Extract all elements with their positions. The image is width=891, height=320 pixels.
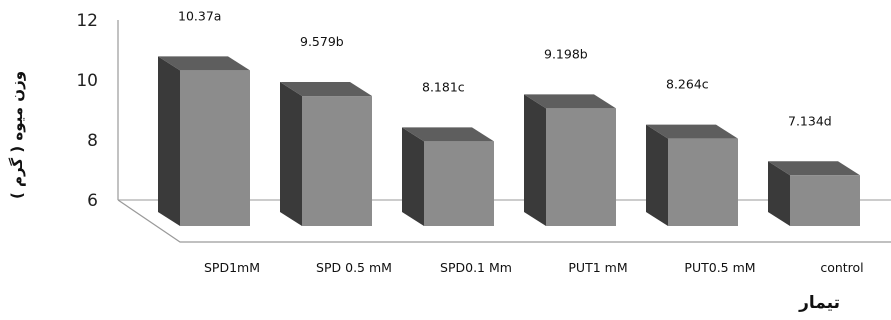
category-label: control	[820, 260, 863, 275]
bar-top	[280, 82, 372, 97]
data-label: 10.37a	[178, 8, 221, 23]
y-tick-label: 10	[76, 71, 98, 91]
bar-side	[646, 124, 668, 226]
category-labels: SPD1mM SPD 0.5 mM SPD0.1 Mm PUT1 mM PUT0.5 m…	[204, 260, 864, 275]
bar-top	[402, 127, 494, 142]
floor-edge-line	[117, 199, 891, 243]
bar	[424, 141, 494, 226]
data-label: 9.198b	[544, 46, 588, 61]
bar-side	[524, 94, 546, 227]
bar-top	[158, 56, 250, 71]
y-axis-label: وزن میوه ( گرم )	[8, 71, 26, 199]
x-axis-label: تیمار	[798, 293, 840, 313]
bar-side	[158, 56, 180, 226]
bar	[668, 138, 738, 226]
y-tick-label: 12	[76, 11, 98, 31]
data-labels: 10.37a 9.579b 8.181c 9.198b 8.264c 7.134d	[178, 8, 832, 128]
bars	[158, 56, 860, 227]
bar-side	[402, 127, 424, 226]
y-tick-label: 6	[87, 191, 98, 211]
bar-top	[768, 161, 860, 176]
category-label: PUT0.5 mM	[684, 260, 755, 275]
bar-side	[768, 161, 790, 226]
category-label: PUT1 mM	[568, 260, 627, 275]
y-tick-label: 8	[87, 131, 98, 151]
data-label: 8.181c	[422, 79, 465, 94]
data-label: 7.134d	[788, 113, 832, 128]
bar-side	[280, 82, 302, 226]
bar	[302, 96, 372, 226]
bar-top	[524, 94, 616, 109]
y-tick-labels: 6 8 10 12	[76, 11, 98, 211]
category-label: SPD0.1 Mm	[440, 260, 512, 275]
bar	[790, 175, 860, 226]
category-label: SPD 0.5 mM	[316, 260, 392, 275]
data-label: 9.579b	[300, 34, 344, 49]
bar	[546, 108, 616, 226]
bar-top	[646, 124, 738, 139]
category-label: SPD1mM	[204, 260, 260, 275]
data-label: 8.264c	[666, 77, 709, 92]
bar	[180, 70, 250, 226]
